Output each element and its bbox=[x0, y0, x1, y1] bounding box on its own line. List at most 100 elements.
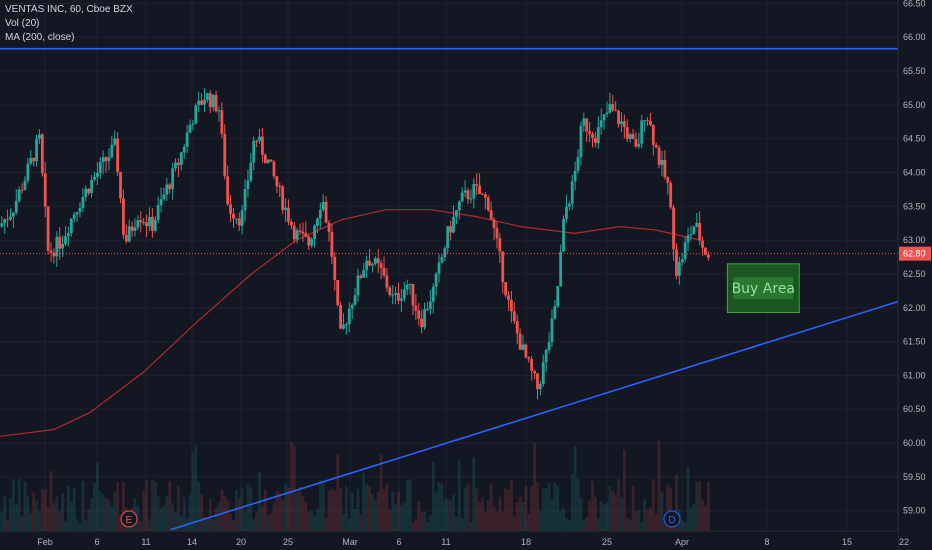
volume-bar bbox=[266, 514, 270, 531]
candle-body bbox=[263, 154, 267, 164]
candle-body bbox=[452, 216, 455, 233]
candle-body bbox=[547, 342, 551, 350]
volume-bar bbox=[530, 486, 534, 531]
volume-bar bbox=[657, 440, 661, 531]
candle-body bbox=[313, 225, 316, 239]
dividend-marker-label[interactable]: D bbox=[668, 515, 675, 526]
volume-bar bbox=[304, 501, 308, 531]
volume-bar bbox=[174, 512, 177, 531]
volume-bar bbox=[553, 482, 557, 531]
candle-body bbox=[179, 152, 183, 166]
candle-body bbox=[110, 144, 114, 158]
volume-bar bbox=[281, 500, 285, 531]
volume-bar bbox=[58, 511, 62, 531]
candle-body bbox=[78, 207, 82, 213]
candle-body bbox=[654, 144, 658, 148]
candle-body bbox=[208, 93, 212, 108]
support-trendline[interactable] bbox=[170, 290, 932, 531]
candle-body bbox=[440, 257, 444, 263]
volume-bar bbox=[675, 474, 678, 531]
candle-body bbox=[327, 222, 331, 233]
candle-body bbox=[570, 181, 574, 204]
candle-body bbox=[411, 283, 415, 306]
candle-body bbox=[431, 286, 435, 302]
candle-body bbox=[295, 230, 299, 240]
volume-bar bbox=[359, 514, 363, 531]
volume-bar bbox=[318, 480, 322, 531]
candle-body bbox=[469, 198, 473, 200]
price-axis-bg bbox=[898, 0, 932, 550]
candle-body bbox=[289, 221, 293, 226]
symbol-legend[interactable]: VENTAS INC, 60, Cboe BZX bbox=[5, 4, 133, 15]
volume-bar bbox=[217, 502, 221, 531]
volume-bar bbox=[512, 516, 516, 531]
candle-body bbox=[156, 205, 160, 220]
volume-bar bbox=[353, 509, 357, 531]
volume-bar bbox=[492, 506, 496, 531]
volume-bar bbox=[660, 491, 664, 531]
volume-bar bbox=[498, 496, 502, 531]
candle-body bbox=[284, 207, 287, 211]
price-tick-label: 61.00 bbox=[903, 370, 926, 380]
candle-body bbox=[9, 216, 12, 220]
volume-bar bbox=[463, 487, 467, 531]
buy-area-label[interactable]: Buy Area bbox=[732, 281, 795, 297]
volume-bar bbox=[640, 522, 644, 531]
candle-body bbox=[373, 258, 377, 264]
time-tick-label: Mar bbox=[342, 537, 358, 547]
candle-body bbox=[174, 162, 177, 169]
candle-body bbox=[596, 127, 600, 144]
candle-body bbox=[229, 204, 232, 214]
volume-bar bbox=[11, 479, 15, 531]
drawn-lines[interactable]: Buy Area bbox=[0, 47, 932, 531]
volume-bar bbox=[489, 483, 493, 531]
volume-bar bbox=[98, 491, 102, 531]
volume-bar bbox=[368, 485, 371, 531]
volume-bar bbox=[701, 500, 704, 531]
volume-bar bbox=[475, 488, 479, 531]
volume-bar bbox=[342, 513, 345, 531]
candle-body bbox=[35, 138, 38, 162]
candle-body bbox=[530, 359, 534, 371]
candle-body bbox=[486, 197, 490, 211]
volume-bar bbox=[90, 498, 93, 531]
candle-body bbox=[148, 216, 151, 227]
candle-body bbox=[116, 138, 120, 173]
volume-bar bbox=[483, 512, 487, 531]
candle-body bbox=[32, 157, 36, 162]
candle-body bbox=[646, 120, 649, 122]
volume-bar bbox=[177, 486, 180, 531]
candle-body bbox=[420, 318, 424, 328]
earnings-marker-circle[interactable] bbox=[120, 510, 138, 528]
volume-legend[interactable]: Vol (20) bbox=[5, 18, 40, 29]
ma-legend[interactable]: MA (200, close) bbox=[5, 32, 75, 43]
volume-bar bbox=[321, 482, 325, 531]
volume-bar bbox=[362, 472, 366, 531]
volume-bar bbox=[391, 491, 395, 531]
candle-body bbox=[185, 132, 189, 147]
volume-bar bbox=[457, 460, 461, 531]
volume-bar bbox=[316, 508, 319, 531]
earnings-marker-label[interactable]: E bbox=[126, 515, 133, 526]
candle-body bbox=[46, 206, 50, 251]
candle-body bbox=[240, 210, 244, 226]
volume-bar bbox=[356, 488, 360, 531]
candle-body bbox=[145, 222, 148, 227]
dividend-marker-circle[interactable] bbox=[663, 510, 681, 528]
volume-bar bbox=[527, 513, 531, 531]
volume-bar bbox=[136, 505, 140, 531]
volume-bar bbox=[232, 519, 235, 531]
volume-bar bbox=[695, 482, 699, 531]
volume-bar bbox=[119, 514, 122, 531]
volume-bar bbox=[455, 516, 458, 531]
volume-bar bbox=[591, 481, 594, 531]
volume-bar bbox=[295, 491, 299, 531]
candle-body bbox=[359, 275, 363, 278]
volume-bar bbox=[704, 506, 707, 531]
volume-bar bbox=[61, 493, 65, 531]
volume-bar bbox=[426, 521, 429, 531]
candle-body bbox=[214, 94, 218, 112]
